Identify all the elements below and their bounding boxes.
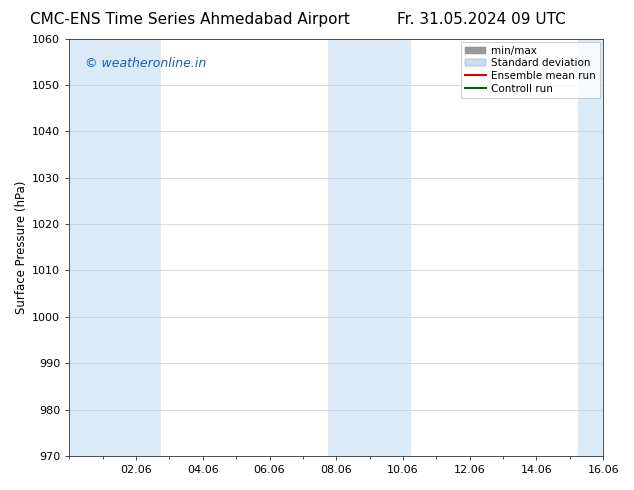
Bar	[328, 39, 411, 456]
Text: CMC-ENS Time Series Ahmedabad Airport: CMC-ENS Time Series Ahmedabad Airport	[30, 12, 350, 27]
Bar	[69, 39, 161, 456]
Bar	[578, 39, 603, 456]
Legend: min/max, Standard deviation, Ensemble mean run, Controll run: min/max, Standard deviation, Ensemble me…	[461, 42, 600, 98]
Text: © weatheronline.in: © weatheronline.in	[86, 57, 207, 71]
Y-axis label: Surface Pressure (hPa): Surface Pressure (hPa)	[15, 181, 28, 314]
Text: Fr. 31.05.2024 09 UTC: Fr. 31.05.2024 09 UTC	[398, 12, 566, 27]
